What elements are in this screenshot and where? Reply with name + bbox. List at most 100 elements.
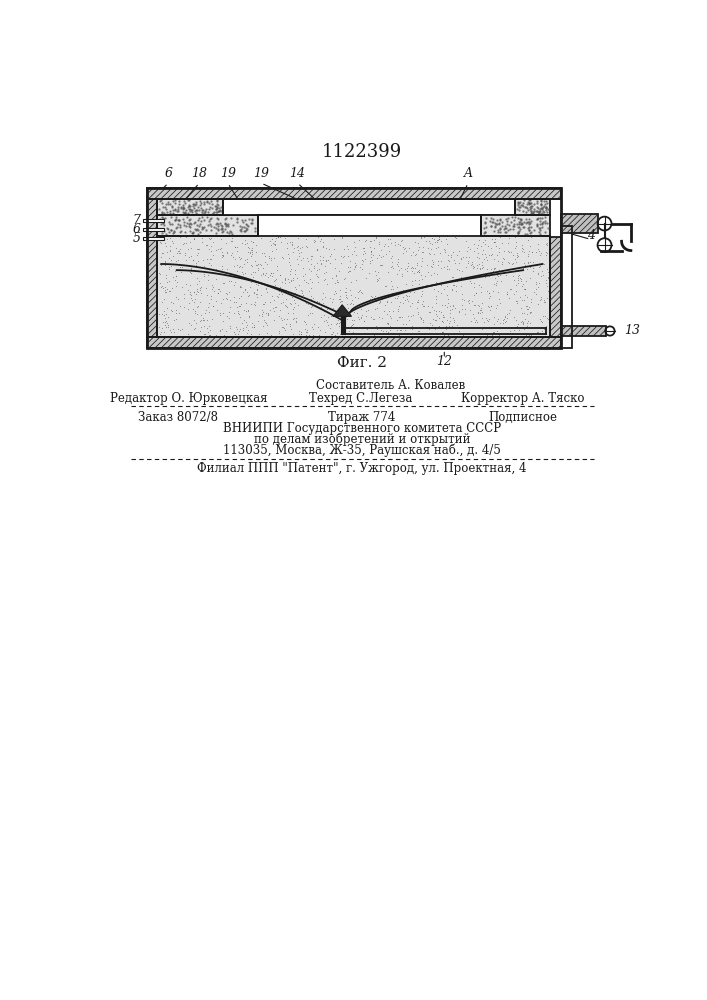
Point xyxy=(457,327,469,343)
Point xyxy=(438,309,450,325)
Point xyxy=(276,310,287,326)
Point xyxy=(219,267,230,283)
Point xyxy=(373,226,385,242)
Point xyxy=(527,244,538,260)
Point xyxy=(537,199,549,215)
Point xyxy=(284,318,296,334)
Point xyxy=(301,239,312,255)
Point xyxy=(443,291,454,307)
Point xyxy=(185,287,197,303)
Point xyxy=(334,294,346,310)
Point xyxy=(217,198,228,214)
Point xyxy=(286,234,297,250)
Point xyxy=(447,326,458,342)
Point xyxy=(240,282,251,298)
Point xyxy=(320,252,332,268)
Point xyxy=(243,322,254,338)
Point xyxy=(224,292,235,308)
Point xyxy=(182,301,194,317)
Point xyxy=(204,322,216,338)
Point xyxy=(210,271,221,287)
Point xyxy=(539,224,551,240)
Point xyxy=(528,222,539,238)
Point xyxy=(535,245,547,261)
Point xyxy=(488,234,499,250)
Point xyxy=(335,317,346,333)
Point xyxy=(386,206,397,222)
Point xyxy=(204,210,216,226)
Point xyxy=(249,296,260,312)
Point xyxy=(525,225,536,241)
Point xyxy=(469,297,481,313)
Point xyxy=(294,291,305,307)
Point xyxy=(390,225,402,241)
Point xyxy=(205,230,216,246)
Point xyxy=(517,216,528,232)
Point xyxy=(339,248,350,264)
Point xyxy=(385,322,396,338)
Point xyxy=(334,282,346,298)
Point xyxy=(199,318,210,334)
Point xyxy=(473,298,484,314)
Point xyxy=(278,319,289,335)
Point xyxy=(237,219,248,235)
Point xyxy=(269,299,280,315)
Point xyxy=(192,245,204,261)
Point xyxy=(489,234,501,250)
Text: 6: 6 xyxy=(132,223,140,236)
Point xyxy=(436,313,448,329)
Point xyxy=(348,261,359,277)
Point xyxy=(439,242,450,258)
Point xyxy=(268,312,279,328)
Point xyxy=(320,289,331,305)
Point xyxy=(259,218,271,234)
Point xyxy=(199,268,210,284)
Point xyxy=(205,243,216,259)
Point xyxy=(232,210,243,226)
Point xyxy=(401,217,412,233)
Point xyxy=(352,309,363,325)
Point xyxy=(513,195,525,211)
Point xyxy=(190,205,201,221)
Point xyxy=(159,254,170,270)
Point xyxy=(166,280,177,296)
Point xyxy=(457,291,468,307)
Point xyxy=(168,223,179,239)
Point xyxy=(180,235,192,251)
Point xyxy=(402,263,413,279)
Point xyxy=(168,295,179,311)
Point xyxy=(493,284,504,300)
Point xyxy=(322,198,334,214)
Point xyxy=(455,250,467,266)
Point xyxy=(534,220,545,236)
Point xyxy=(187,252,199,268)
Point xyxy=(426,267,437,283)
Point xyxy=(345,226,356,242)
Point xyxy=(289,295,300,311)
Point xyxy=(486,327,497,343)
Point xyxy=(431,232,443,248)
Point xyxy=(396,322,407,338)
Point xyxy=(233,194,245,210)
Point xyxy=(236,212,247,228)
Point xyxy=(409,223,421,239)
Point xyxy=(366,289,378,305)
Point xyxy=(411,210,422,226)
Point xyxy=(212,221,223,237)
Point xyxy=(428,302,440,318)
Point xyxy=(249,284,260,300)
Point xyxy=(394,203,405,219)
Point xyxy=(285,296,296,312)
Point xyxy=(274,267,286,283)
Bar xyxy=(550,237,561,337)
Point xyxy=(533,203,544,219)
Point xyxy=(401,221,412,237)
Point xyxy=(487,211,498,227)
Point xyxy=(209,219,220,235)
Point xyxy=(330,267,341,283)
Point xyxy=(489,218,501,234)
Point xyxy=(191,227,202,243)
Point xyxy=(520,273,532,289)
Point xyxy=(496,235,508,251)
Point xyxy=(345,296,356,312)
